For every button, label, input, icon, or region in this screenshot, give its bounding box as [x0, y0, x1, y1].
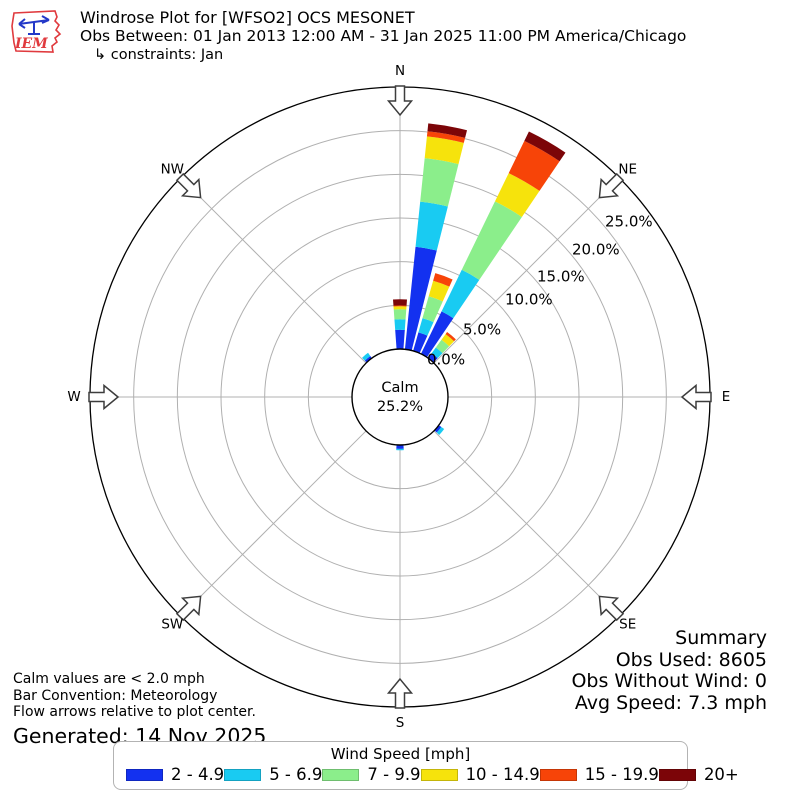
grid-spoke [180, 430, 367, 617]
legend-entry: 2 - 4.9 [126, 765, 224, 784]
windrose-bar-segment [508, 140, 560, 191]
compass-label-ne: NE [618, 161, 637, 177]
windrose-bar-segment [435, 339, 450, 354]
windrose-bar-segment [445, 331, 456, 342]
legend-label: 7 - 9.9 [367, 765, 421, 784]
legend-label: 5 - 6.9 [269, 765, 323, 784]
windrose-bar-segment [396, 448, 404, 451]
summary-line: Obs Without Wind: 0 [571, 670, 767, 692]
legend-label: 2 - 4.9 [171, 765, 225, 784]
grid-spoke [180, 177, 367, 364]
windrose-bar-segment [426, 131, 466, 143]
windrose-bar-segment [428, 280, 450, 302]
windrose-bar-segment [393, 306, 407, 310]
iem-logo: IEM [11, 10, 62, 53]
windrose-bar-segment [362, 352, 371, 361]
windrose-bar-segment [424, 136, 464, 165]
summary-block: Summary Obs Used: 8605 Obs Without Wind: … [571, 627, 767, 714]
flow-arrow-nw-icon [175, 172, 202, 199]
footnotes: Calm values are < 2.0 mph Bar Convention:… [13, 671, 266, 748]
compass-label-e: E [722, 389, 731, 405]
legend-entry: 20+ [658, 765, 739, 784]
windrose-bar-segment [420, 311, 454, 359]
windrose-bar-segment [441, 334, 455, 347]
compass-label-nw: NW [161, 161, 184, 177]
calm-label: Calm [381, 380, 418, 396]
legend-entry: 5 - 6.9 [224, 765, 322, 784]
grid-spoke [433, 177, 620, 364]
compass-label-w: W [67, 389, 80, 405]
windrose-bar-segment [494, 173, 540, 217]
compass-label-sw: SW [161, 617, 183, 633]
flow-arrow-e-icon [680, 383, 712, 411]
footnote-line: Flow arrows relative to plot center. [13, 704, 256, 720]
windrose-bar-segment [393, 299, 407, 306]
legend-label: 10 - 14.9 [465, 765, 540, 784]
compass-label-s: S [396, 715, 405, 731]
legend-swatch-icon [126, 768, 163, 781]
windrose-bar-segment [412, 332, 428, 356]
legend-swatch-icon [322, 768, 360, 781]
windrose-bar-segment [420, 158, 459, 207]
footnote-line: Bar Convention: Meteorology [13, 687, 218, 704]
legend-swatch-icon [539, 768, 577, 781]
calm-circle [351, 348, 449, 446]
grid-spoke [433, 430, 620, 617]
plot-title: Windrose Plot for [WFSO2] OCS MESONET [80, 8, 415, 27]
flow-arrow-se-icon [598, 595, 625, 622]
windrose-bar-segment [395, 329, 405, 352]
summary-line: Avg Speed: 7.3 mph [574, 691, 767, 714]
legend-entry: 7 - 9.9 [322, 765, 421, 784]
windrose-bar-segment [415, 201, 448, 251]
legend-swatch-icon [658, 768, 696, 781]
ring-label: 0.0% [427, 351, 465, 369]
legend-entry: 15 - 19.9 [539, 765, 659, 784]
windrose-bar-segment [418, 318, 434, 336]
legend-title: Wind Speed [mph] [330, 745, 471, 763]
wind-speed-legend: Wind Speed [mph] 2 - 4.9 5 - 6.9 7 - 9.9 10… [113, 741, 739, 790]
legend-label: 20+ [703, 765, 739, 784]
windrose-bar-segment [431, 347, 443, 359]
ring-label: 15.0% [537, 268, 585, 286]
legend-swatch-icon [420, 768, 458, 781]
plot-header: Windrose Plot for [WFSO2] OCS MESONET Ob… [80, 8, 686, 64]
windrose-bar-segment [422, 296, 443, 323]
ring-label: 5.0% [463, 321, 501, 339]
summary-title: Summary [675, 627, 767, 649]
flow-arrow-s-icon [386, 677, 414, 709]
windrose-bar-segment [393, 309, 407, 320]
summary-line: Obs Used: 8605 [615, 648, 767, 671]
windrose-bar-segment [427, 123, 468, 138]
flow-arrow-sw-icon [175, 595, 202, 622]
windrose-bar-segment [433, 273, 453, 287]
compass-label-n: N [395, 63, 405, 79]
footnote-line: Calm values are < 2.0 mph [13, 671, 205, 687]
windrose-bar-segment [461, 201, 522, 280]
windrose-bar-segment [393, 305, 407, 307]
legend-entry: 10 - 14.9 [420, 765, 540, 784]
windrose-bar-segment [404, 246, 437, 353]
plot-constraints: ↳ constraints: Jan [94, 47, 224, 63]
flow-arrow-w-icon [88, 383, 120, 411]
weathervane-icon [18, 15, 50, 35]
legend-swatch-icon [224, 768, 262, 781]
windrose-bar-segment [524, 131, 566, 162]
flow-arrow-ne-icon [598, 172, 625, 199]
calm-percent: 25.2% [377, 399, 423, 415]
plot-subtitle: Obs Between: 01 Jan 2013 12:00 AM - 31 J… [80, 27, 687, 45]
legend-label: 15 - 19.9 [584, 765, 659, 784]
ring-label: 25.0% [605, 213, 653, 231]
windrose-bar-segment [436, 426, 445, 435]
flow-arrow-n-icon [386, 85, 414, 117]
windrose-bar-segment [441, 269, 480, 319]
ring-label: 10.0% [505, 291, 553, 309]
compass-label-se: SE [619, 617, 636, 633]
windrose-bar-segment [394, 319, 406, 330]
logo-label: IEM [14, 36, 48, 52]
ring-label: 20.0% [572, 241, 620, 259]
